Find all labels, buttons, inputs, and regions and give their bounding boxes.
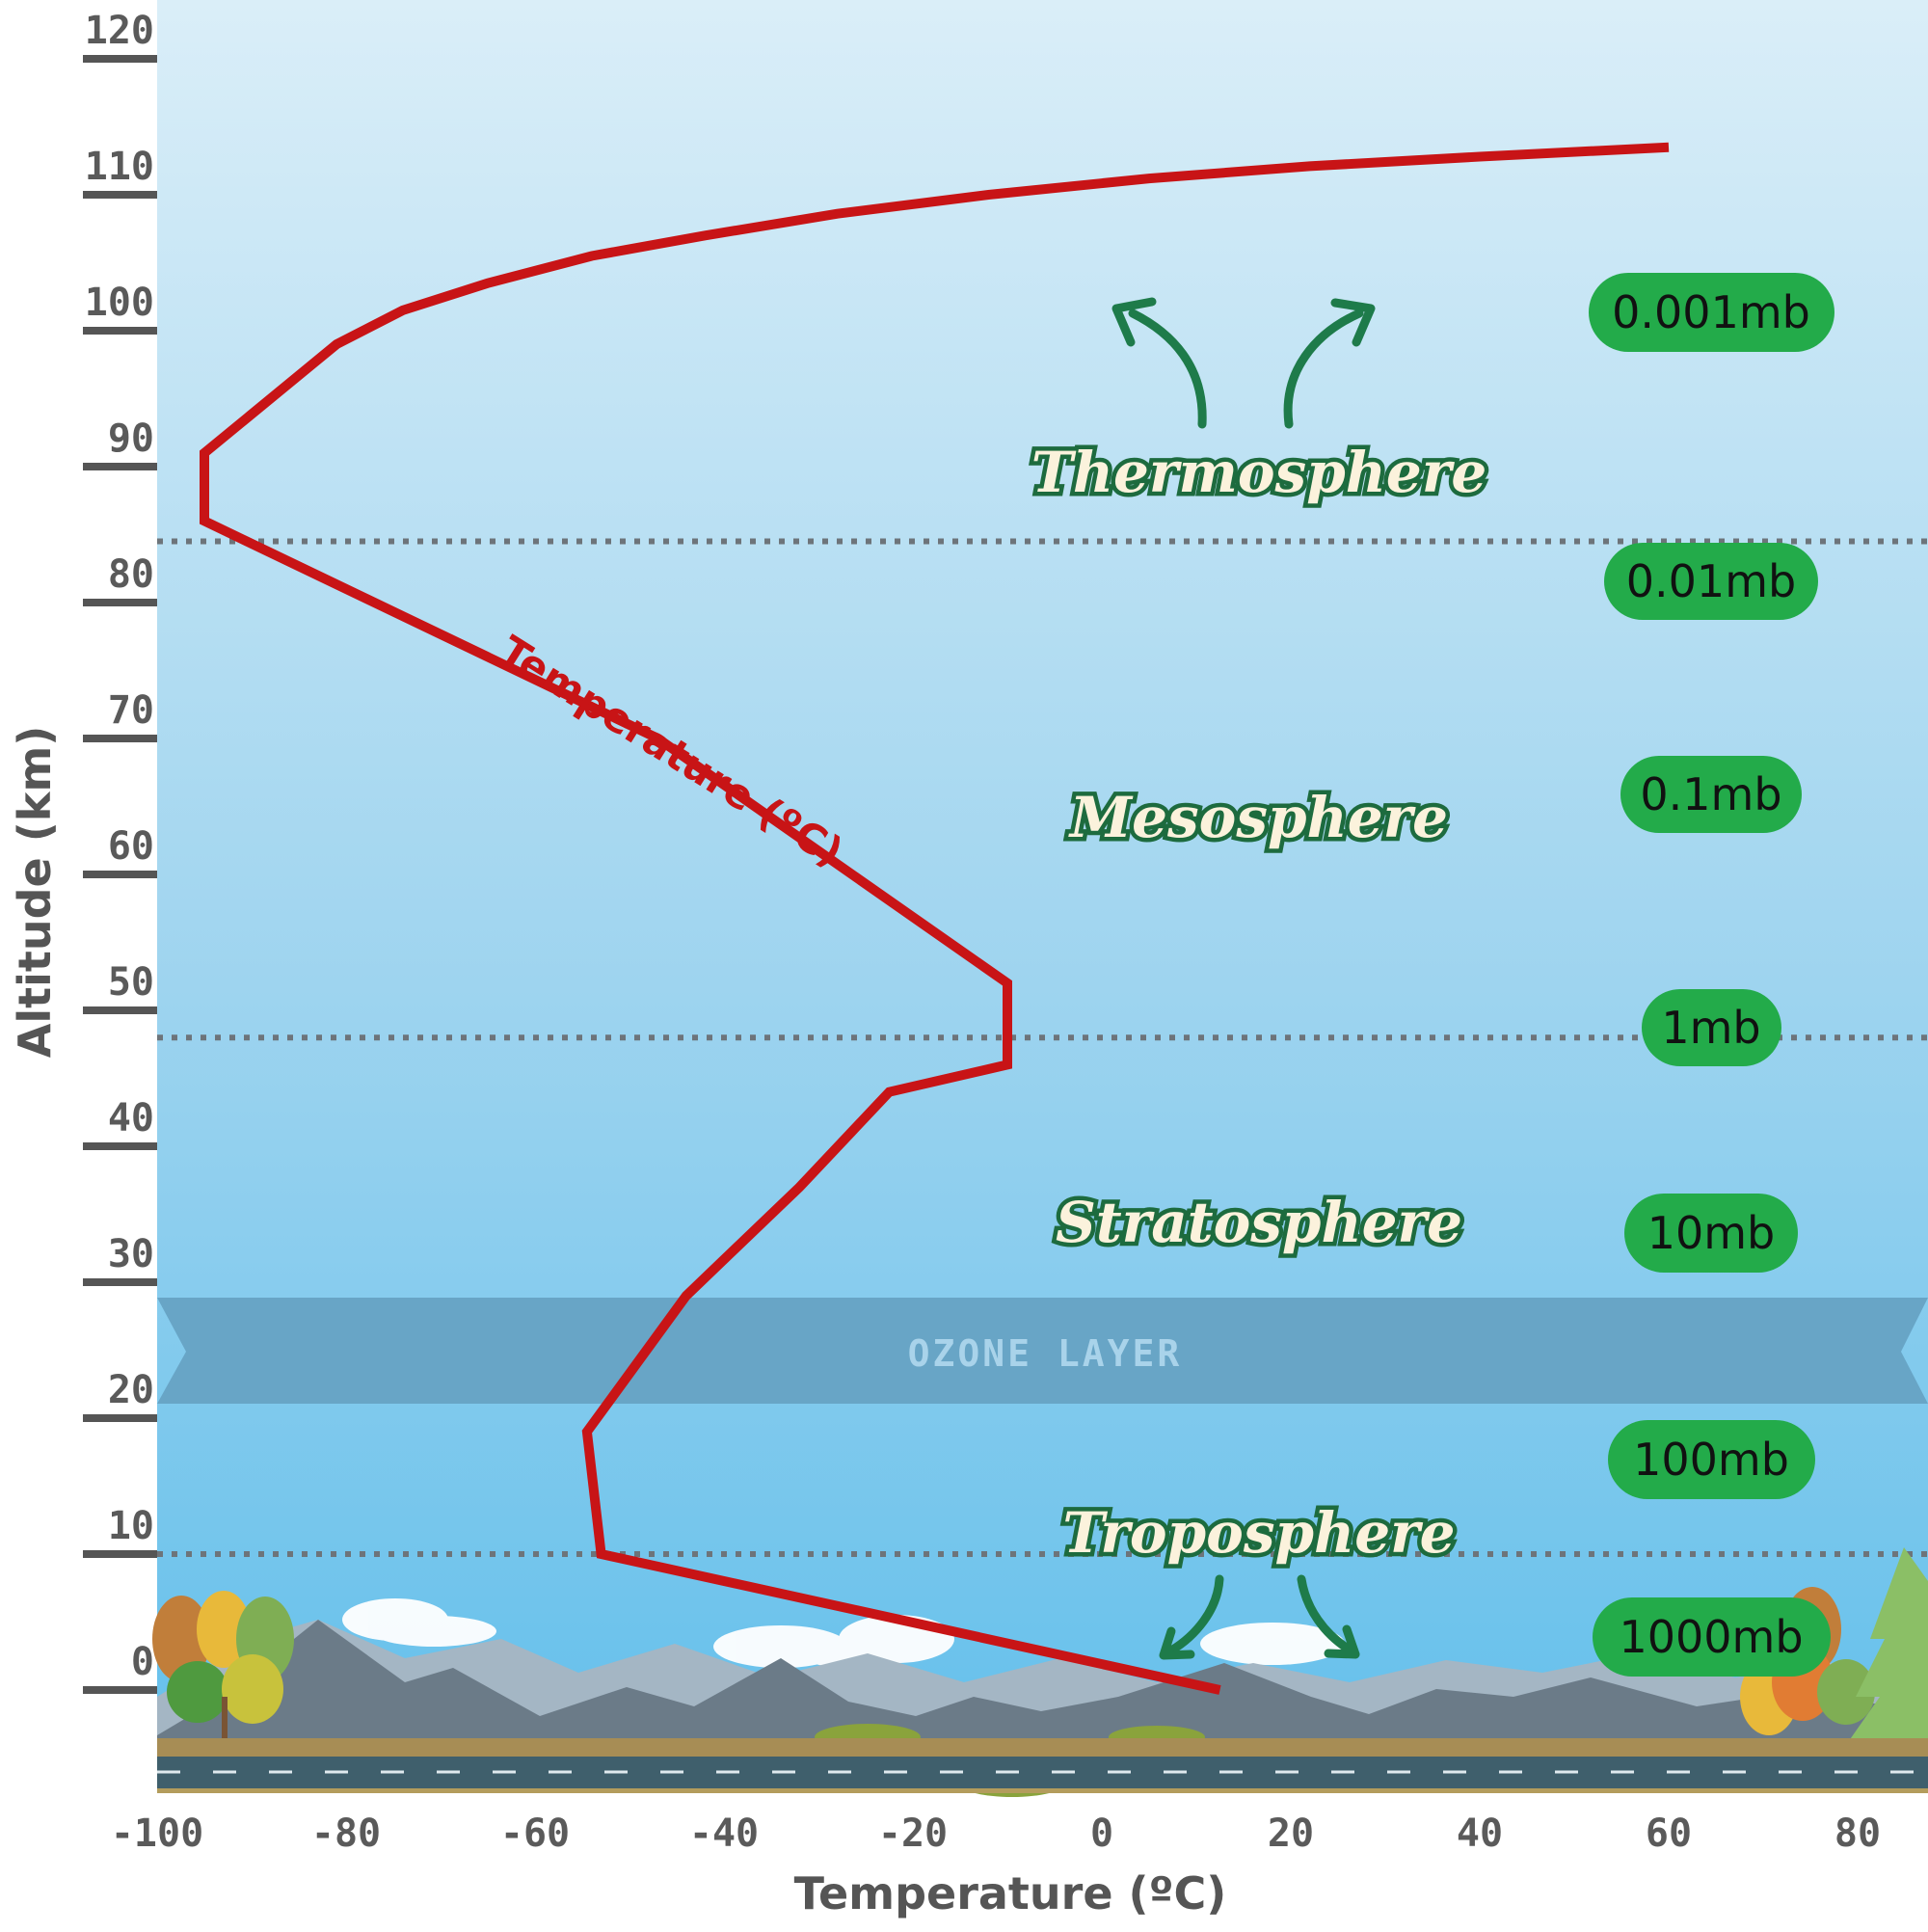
x-tick-label: -40 (689, 1811, 759, 1856)
x-tick-label: 60 (1646, 1811, 1692, 1856)
y-tick-mark (83, 1686, 157, 1694)
x-tick-label: -60 (500, 1811, 570, 1856)
pressure-label: 100mb (1633, 1434, 1789, 1486)
y-tick-mark (83, 55, 157, 63)
arrow-down-left-icon (1159, 1574, 1224, 1660)
y-tick-label: 50 (108, 960, 154, 1005)
pressure-badge: 1000mb (1593, 1597, 1831, 1677)
pressure-label: 1000mb (1619, 1611, 1803, 1663)
mountains-front (157, 1620, 1928, 1745)
y-tick-label: 0 (131, 1640, 154, 1684)
x-tick-label: 80 (1834, 1811, 1881, 1856)
y-tick-mark (83, 1278, 157, 1286)
road (157, 1757, 1928, 1788)
layer-name-troposphere: Troposphere (1062, 1500, 1455, 1566)
y-tick-label: 30 (108, 1232, 154, 1276)
y-tick-label: 40 (108, 1096, 154, 1140)
arrow-up-left-icon (1111, 297, 1207, 429)
pressure-badge: 1mb (1642, 989, 1781, 1066)
x-axis-title: Temperature (ºC) (794, 1867, 1227, 1919)
y-tick-mark (83, 1142, 157, 1150)
x-tick-label: 20 (1268, 1811, 1314, 1856)
pressure-label: 0.1mb (1640, 768, 1781, 820)
x-axis: -100 -80 -60 -40 -20 0 20 40 60 80 (111, 1811, 1881, 1856)
pressure-label: 1mb (1661, 1002, 1760, 1054)
y-tick-mark (83, 191, 157, 199)
y-tick-mark (83, 327, 157, 335)
y-tick-label: 10 (108, 1504, 154, 1548)
y-tick-mark (83, 1414, 157, 1422)
pressure-badge: 0.01mb (1604, 543, 1818, 620)
y-tick-label: 60 (108, 824, 154, 869)
road-edge (157, 1788, 1928, 1793)
pressure-badges: 0.001mb 0.01mb 0.1mb 1mb 10mb 100mb 1000… (1589, 273, 1834, 1677)
trees-left (152, 1591, 294, 1750)
pressure-badge: 0.1mb (1620, 756, 1802, 833)
y-tick-mark (83, 599, 157, 606)
layer-name-thermosphere: Thermosphere (1031, 440, 1487, 505)
pressure-badge: 10mb (1624, 1194, 1798, 1273)
y-tick-mark (83, 1550, 157, 1558)
ozone-layer-label: OZONE LAYER (908, 1332, 1183, 1375)
arrows (1111, 297, 1376, 1660)
y-tick-mark (83, 463, 157, 470)
arrow-up-right-icon (1283, 298, 1376, 429)
pressure-badge: 0.001mb (1589, 273, 1834, 352)
x-tick-label: 0 (1090, 1811, 1113, 1856)
y-axis: 0 10 20 30 40 50 60 70 80 90 100 110 120 (83, 9, 157, 1694)
y-tick-label: 20 (108, 1368, 154, 1412)
y-tick-label: 120 (85, 9, 154, 53)
layer-boundaries (157, 538, 1928, 1557)
y-tick-label: 110 (85, 145, 154, 189)
y-tick-label: 70 (108, 688, 154, 733)
x-tick-label: 40 (1457, 1811, 1503, 1856)
y-tick-mark (83, 871, 157, 878)
y-axis-title: Altitude (km) (9, 726, 61, 1059)
y-tick-label: 100 (85, 281, 154, 325)
x-tick-label: -80 (311, 1811, 381, 1856)
temperature-curve (200, 142, 1670, 1695)
pressure-badge: 100mb (1608, 1420, 1815, 1499)
ozone-layer-band: OZONE LAYER (157, 1298, 1928, 1404)
pressure-label: 10mb (1647, 1207, 1776, 1259)
x-tick-label: -100 (111, 1811, 203, 1856)
y-tick-mark (83, 1006, 157, 1014)
sky-background (157, 0, 1928, 1793)
y-tick-label: 80 (108, 552, 154, 597)
pressure-label: 0.001mb (1612, 286, 1810, 338)
x-tick-label: -20 (878, 1811, 948, 1856)
layer-name-mesosphere: Mesosphere (1068, 785, 1448, 850)
arrow-down-right-icon (1297, 1574, 1360, 1659)
ground-strip (157, 1738, 1928, 1757)
y-tick-mark (83, 735, 157, 742)
layer-name-stratosphere: Stratosphere (1056, 1190, 1462, 1255)
pressure-label: 0.01mb (1626, 555, 1796, 607)
y-tick-label: 90 (108, 416, 154, 461)
